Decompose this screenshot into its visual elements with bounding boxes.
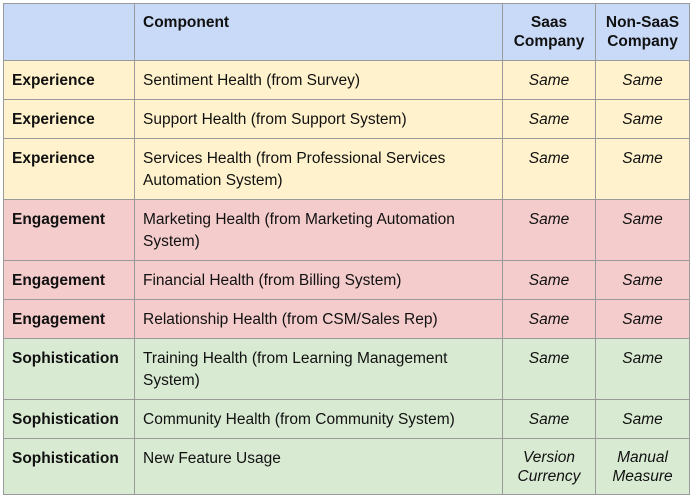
table-row: Experience Support Health (from Support … xyxy=(3,99,690,139)
row-saas: Same xyxy=(502,60,596,100)
row-saas: Same xyxy=(502,199,596,261)
table-row: Sophistication Training Health (from Lea… xyxy=(3,338,690,400)
row-component: Sentiment Health (from Survey) xyxy=(134,60,503,100)
row-nonsaas: Same xyxy=(595,60,690,100)
row-component: Community Health (from Community System) xyxy=(134,399,503,439)
row-nonsaas: Same xyxy=(595,299,690,339)
row-category: Sophistication xyxy=(3,438,135,495)
row-nonsaas: Same xyxy=(595,399,690,439)
header-component: Component xyxy=(134,3,503,61)
row-category: Experience xyxy=(3,99,135,139)
table-row: Engagement Relationship Health (from CSM… xyxy=(3,299,690,339)
row-saas: Same xyxy=(502,138,596,200)
row-nonsaas: Manual Measure xyxy=(595,438,690,495)
row-category: Engagement xyxy=(3,260,135,300)
header-category xyxy=(3,3,135,61)
health-components-table: Component Saas Company Non-SaaS Company … xyxy=(3,3,690,495)
row-category: Sophistication xyxy=(3,399,135,439)
table-row: Sophistication New Feature Usage Version… xyxy=(3,438,690,495)
row-saas: Version Currency xyxy=(502,438,596,495)
row-category: Experience xyxy=(3,60,135,100)
row-component: Relationship Health (from CSM/Sales Rep) xyxy=(134,299,503,339)
row-nonsaas: Same xyxy=(595,260,690,300)
row-nonsaas: Same xyxy=(595,338,690,400)
row-nonsaas: Same xyxy=(595,138,690,200)
row-saas: Same xyxy=(502,260,596,300)
row-nonsaas: Same xyxy=(595,199,690,261)
table-row: Experience Sentiment Health (from Survey… xyxy=(3,60,690,100)
row-nonsaas: Same xyxy=(595,99,690,139)
row-component: Services Health (from Professional Servi… xyxy=(134,138,503,200)
table-header-row: Component Saas Company Non-SaaS Company xyxy=(3,3,690,61)
row-saas: Same xyxy=(502,299,596,339)
table-row: Engagement Financial Health (from Billin… xyxy=(3,260,690,300)
table-row: Experience Services Health (from Profess… xyxy=(3,138,690,200)
row-component: Marketing Health (from Marketing Automat… xyxy=(134,199,503,261)
row-saas: Same xyxy=(502,338,596,400)
row-category: Sophistication xyxy=(3,338,135,400)
row-component: Support Health (from Support System) xyxy=(134,99,503,139)
header-nonsaas: Non-SaaS Company xyxy=(595,3,690,61)
table-row: Sophistication Community Health (from Co… xyxy=(3,399,690,439)
row-saas: Same xyxy=(502,99,596,139)
row-component: New Feature Usage xyxy=(134,438,503,495)
row-saas: Same xyxy=(502,399,596,439)
table-row: Engagement Marketing Health (from Market… xyxy=(3,199,690,261)
row-category: Engagement xyxy=(3,199,135,261)
row-category: Engagement xyxy=(3,299,135,339)
header-saas: Saas Company xyxy=(502,3,596,61)
row-category: Experience xyxy=(3,138,135,200)
row-component: Financial Health (from Billing System) xyxy=(134,260,503,300)
row-component: Training Health (from Learning Managemen… xyxy=(134,338,503,400)
